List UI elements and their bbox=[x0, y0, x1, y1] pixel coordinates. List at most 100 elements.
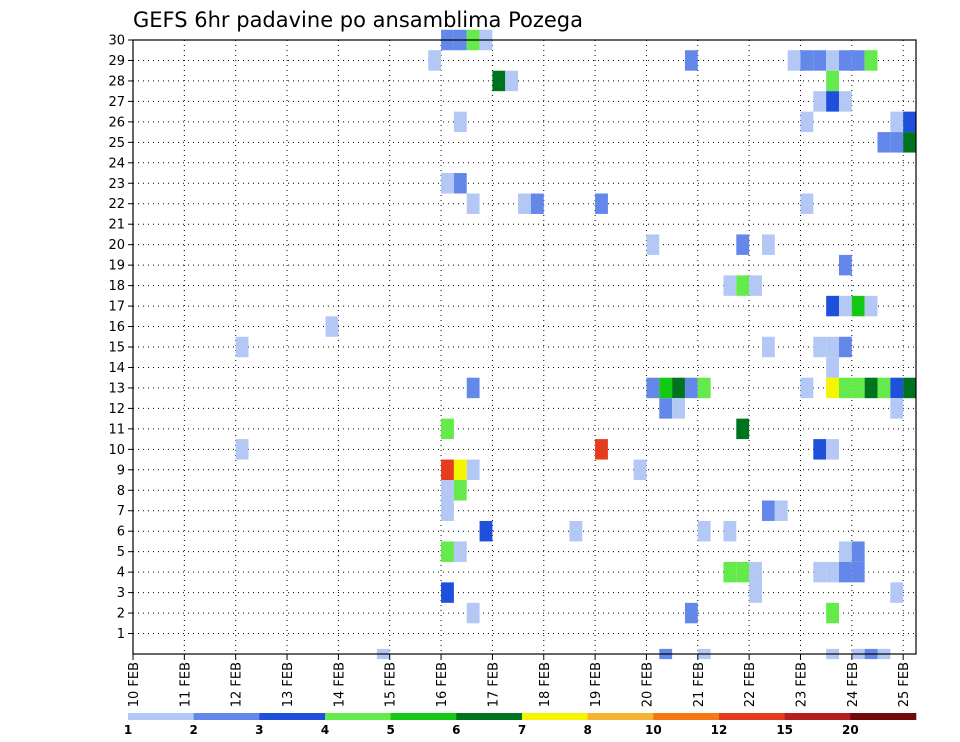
data-cell bbox=[466, 377, 480, 399]
data-cell bbox=[903, 132, 916, 153]
y-tick-label: 23 bbox=[108, 177, 125, 192]
data-cell bbox=[903, 111, 916, 133]
data-cell bbox=[890, 377, 904, 399]
x-tick-label: 22 FEB bbox=[743, 662, 758, 707]
x-tick-label: 25 FEB bbox=[897, 662, 912, 707]
data-cell bbox=[813, 561, 827, 583]
data-cell bbox=[826, 91, 839, 112]
y-tick-label: 2 bbox=[117, 607, 125, 622]
y-tick-label: 13 bbox=[108, 381, 125, 396]
y-tick-label: 5 bbox=[117, 545, 125, 560]
x-tick-label: 18 FEB bbox=[538, 662, 553, 707]
data-cell bbox=[826, 336, 839, 358]
y-tick-label: 28 bbox=[108, 74, 125, 89]
legend-swatch bbox=[719, 713, 785, 720]
legend-label: 3 bbox=[255, 723, 263, 737]
data-cell bbox=[479, 520, 493, 542]
data-cells bbox=[235, 29, 916, 660]
data-cell bbox=[826, 561, 839, 583]
data-cell bbox=[325, 316, 339, 337]
data-cell bbox=[672, 398, 685, 419]
y-tick-label: 25 bbox=[108, 136, 125, 151]
data-cell bbox=[518, 193, 531, 214]
x-tick-label: 11 FEB bbox=[178, 662, 193, 707]
legend-label: 2 bbox=[189, 723, 197, 737]
y-tick-label: 1 bbox=[117, 627, 125, 642]
y-tick-label: 12 bbox=[108, 402, 125, 417]
data-cell bbox=[569, 520, 583, 542]
y-tick-label: 6 bbox=[117, 525, 125, 540]
legend-label: 7 bbox=[518, 723, 526, 737]
legend-swatch bbox=[653, 713, 720, 720]
data-cell bbox=[697, 520, 711, 542]
data-cell bbox=[492, 70, 506, 92]
y-tick-label: 8 bbox=[117, 484, 125, 499]
data-cell bbox=[453, 173, 467, 194]
legend-swatch bbox=[193, 713, 260, 720]
data-cell bbox=[441, 418, 454, 440]
y-tick-label: 14 bbox=[108, 361, 125, 376]
data-cell bbox=[723, 561, 737, 583]
data-cell bbox=[864, 50, 878, 71]
data-cell bbox=[838, 377, 852, 399]
data-cell bbox=[466, 459, 480, 481]
data-cell bbox=[851, 295, 865, 317]
data-cell bbox=[441, 459, 454, 481]
legend-swatch bbox=[850, 713, 917, 720]
legend-swatch bbox=[522, 713, 588, 720]
data-cell bbox=[838, 541, 852, 562]
y-tick-label: 18 bbox=[108, 279, 125, 294]
data-cell bbox=[530, 193, 544, 214]
data-cell bbox=[864, 377, 878, 399]
y-tick-label: 29 bbox=[108, 54, 125, 69]
x-tick-label: 16 FEB bbox=[435, 662, 450, 707]
data-cell bbox=[800, 50, 814, 71]
legend-label: 12 bbox=[711, 723, 728, 737]
data-cell bbox=[761, 234, 775, 255]
legend-label: 1 bbox=[124, 723, 132, 737]
y-tick-label: 7 bbox=[117, 504, 125, 519]
legend-swatch bbox=[128, 713, 194, 720]
data-cell bbox=[851, 561, 865, 583]
data-cell bbox=[453, 480, 467, 501]
y-tick-label: 20 bbox=[108, 238, 125, 253]
y-tick-label: 9 bbox=[117, 463, 125, 478]
legend-swatch bbox=[325, 713, 391, 720]
data-cell bbox=[235, 439, 249, 460]
data-cell bbox=[684, 50, 698, 71]
data-cell bbox=[800, 193, 814, 214]
legend-swatch bbox=[456, 713, 523, 720]
x-tick-label: 23 FEB bbox=[794, 662, 809, 707]
data-cell bbox=[633, 459, 647, 481]
x-tick-label: 14 FEB bbox=[332, 662, 347, 707]
color-legend: 1 2 3 4 5 6 7 8 10 12 15 20 bbox=[124, 713, 917, 737]
x-tick-label: 13 FEB bbox=[281, 662, 296, 707]
data-cell bbox=[787, 50, 801, 71]
data-cell bbox=[851, 541, 865, 562]
chart-title: GEFS 6hr padavine po ansamblima Pozega bbox=[133, 8, 583, 32]
legend-swatch bbox=[784, 713, 851, 720]
y-tick-label: 27 bbox=[108, 95, 125, 110]
data-cell bbox=[826, 295, 839, 317]
y-tick-label: 3 bbox=[117, 586, 125, 601]
data-cell bbox=[659, 398, 673, 419]
data-cell bbox=[761, 500, 775, 521]
legend-label: 6 bbox=[452, 723, 460, 737]
x-tick-label: 10 FEB bbox=[127, 662, 142, 707]
legend-label: 8 bbox=[583, 723, 591, 737]
data-cell bbox=[646, 377, 660, 399]
data-cell bbox=[864, 295, 878, 317]
y-tick-label: 17 bbox=[108, 300, 125, 315]
x-tick-label: 12 FEB bbox=[230, 662, 245, 707]
data-cell bbox=[441, 582, 454, 603]
data-cell bbox=[826, 70, 839, 92]
data-cell bbox=[774, 500, 788, 521]
data-cell bbox=[466, 193, 480, 214]
data-cell bbox=[826, 439, 839, 460]
data-cell bbox=[813, 439, 827, 460]
y-tick-label: 26 bbox=[108, 115, 125, 130]
legend-swatch bbox=[587, 713, 654, 720]
data-cell bbox=[749, 582, 762, 603]
data-cell bbox=[851, 377, 865, 399]
